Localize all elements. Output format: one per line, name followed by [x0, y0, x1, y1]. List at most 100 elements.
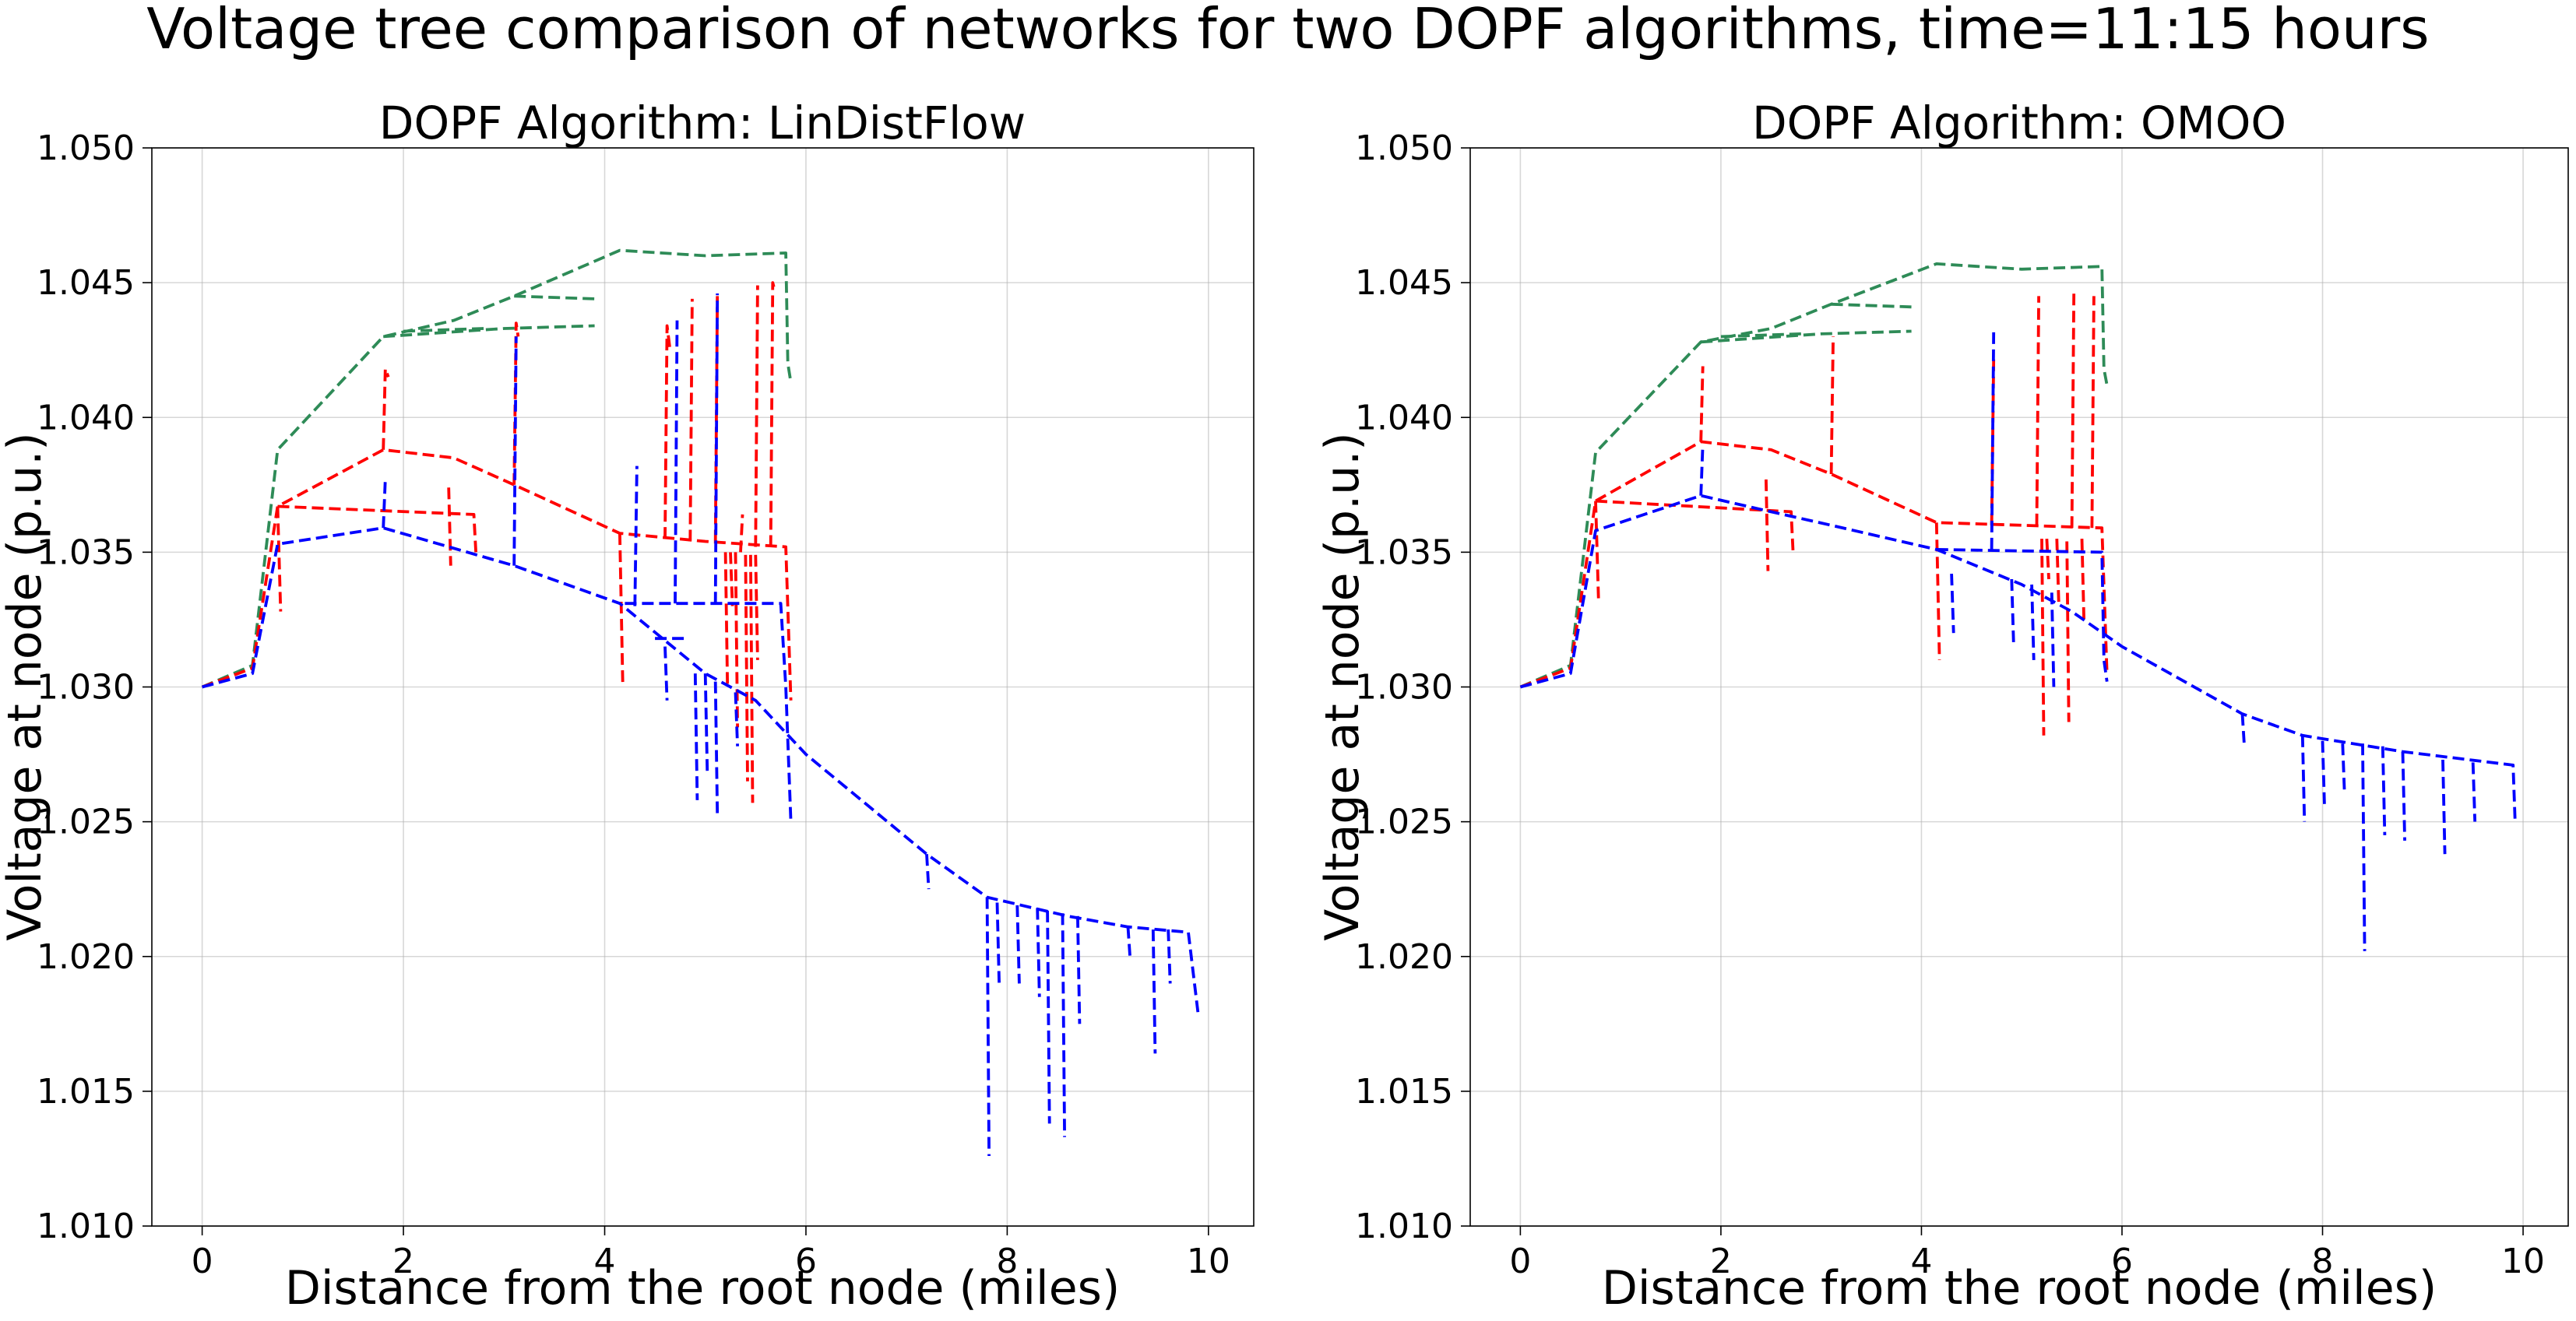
- y-tick-label: 1.040: [1355, 398, 1453, 437]
- grid-omoo: [1470, 147, 2568, 1227]
- y-axis-label-lindistflow: Voltage at node (p.u.): [0, 432, 52, 940]
- y-tick-label: 1.050: [1355, 128, 1453, 168]
- series-line-phase-b-omoo: [2080, 539, 2085, 620]
- series-line-phase-c-lindistflow: [1126, 926, 1131, 957]
- series-line-phase-c-omoo: [2381, 746, 2387, 835]
- series-line-phase-c-lindistflow: [713, 681, 720, 814]
- series-line-phase-b-lindistflow: [618, 533, 625, 687]
- series-line-phase-b-lindistflow: [276, 506, 283, 612]
- series-line-phase-b-lindistflow: [663, 324, 672, 539]
- series-line-phase-a-lindistflow: [383, 324, 595, 339]
- series-line-phase-c-omoo: [2361, 743, 2367, 951]
- y-tick-label: 1.030: [1355, 668, 1453, 708]
- series-line-phase-a-omoo: [1831, 302, 1912, 309]
- y-tick-label: 1.045: [1355, 263, 1453, 303]
- series-line-phase-b-omoo: [2090, 296, 2096, 529]
- x-axis-label-omoo: Distance from the root node (miles): [1602, 1261, 2437, 1316]
- series-line-phase-c-lindistflow: [1167, 929, 1172, 984]
- series-line-phase-b-omoo: [1594, 501, 1600, 601]
- x-tick-label: 8: [996, 1242, 1018, 1281]
- series-line-phase-b-omoo: [2070, 293, 2076, 529]
- series-line-phase-a-omoo: [1701, 329, 1912, 344]
- series-line-phase-b-lindistflow: [754, 554, 759, 660]
- series-line-phase-c-omoo: [1699, 444, 1705, 496]
- series-line-phase-c-lindistflow: [663, 646, 669, 701]
- series-line-phase-b-omoo: [1934, 522, 1941, 660]
- series-line-phase-b-lindistflow: [749, 554, 755, 803]
- series-line-phase-b-lindistflow: [688, 298, 694, 542]
- y-tick-label: 1.045: [37, 263, 135, 303]
- series-line-phase-b-omoo: [1765, 479, 1770, 571]
- series-line-phase-c-omoo: [2341, 743, 2346, 796]
- series-line-phase-c-omoo: [1519, 494, 2517, 822]
- series-line-phase-c-omoo: [2010, 578, 2015, 647]
- data-lines-omoo: [1519, 262, 2517, 951]
- series-line-phase-b-lindistflow: [769, 281, 776, 547]
- series-line-phase-c-omoo: [2240, 713, 2246, 747]
- ticks-omoo: 0 2 4 6 8 10 1.010 1.015 1.020 1.025 1.030 1.035 1.0…: [1355, 128, 2545, 1281]
- y-tick-label: 1.020: [37, 937, 135, 977]
- series-line-phase-b-omoo: [1595, 499, 1795, 553]
- figure-title: Voltage tree comparison of networks for …: [146, 0, 2429, 61]
- series-line-phase-c-omoo: [2030, 584, 2036, 660]
- series-line-phase-c-lindistflow: [985, 897, 991, 1157]
- series-line-phase-c-lindistflow: [1151, 929, 1157, 1054]
- series-line-phase-c-lindistflow: [703, 673, 709, 774]
- data-lines-lindistflow: [201, 248, 1200, 1157]
- series-line-phase-c-lindistflow: [674, 320, 679, 604]
- series-line-phase-c-omoo: [2300, 735, 2307, 822]
- series-line-phase-c-lindistflow: [1061, 913, 1066, 1137]
- y-tick-label: 1.020: [1355, 937, 1453, 977]
- series-line-phase-c-lindistflow: [693, 673, 699, 800]
- series-line-phase-c-lindistflow: [1046, 910, 1051, 1124]
- series-line-phase-b-lindistflow: [382, 367, 390, 450]
- series-line-phase-a-omoo: [1720, 332, 1801, 339]
- x-tick-label: 2: [1710, 1242, 1732, 1281]
- chart-panel-omoo: DOPF Algorithm: OMOO 0 2 4 6 8 10 1.010 1.015 1.…: [1315, 97, 2569, 1316]
- y-tick-label: 1.010: [1355, 1207, 1453, 1246]
- y-tick-label: 1.025: [37, 803, 135, 842]
- x-tick-label: 2: [392, 1242, 414, 1281]
- x-tick-label: 10: [2501, 1242, 2545, 1281]
- series-line-phase-c-lindistflow: [512, 336, 518, 566]
- series-line-phase-c-omoo: [1950, 574, 1955, 634]
- x-tick-label: 4: [594, 1242, 616, 1281]
- series-line-phase-b-omoo: [1829, 336, 1835, 475]
- grid-lindistflow: [152, 147, 1254, 1227]
- series-line-phase-c-lindistflow: [734, 692, 739, 747]
- x-tick-label: 4: [1910, 1242, 1932, 1281]
- series-line-phase-b-lindistflow: [739, 514, 744, 553]
- series-line-phase-b-omoo: [1519, 440, 2109, 689]
- y-tick-label: 1.015: [37, 1072, 135, 1112]
- series-line-phase-c-omoo: [2441, 759, 2447, 855]
- series-line-phase-b-lindistflow: [744, 554, 749, 782]
- series-line-phase-c-lindistflow: [382, 479, 387, 529]
- series-line-phase-b-lindistflow: [277, 504, 477, 553]
- series-line-phase-c-lindistflow: [1076, 915, 1082, 1024]
- series-line-phase-c-lindistflow: [1015, 905, 1021, 984]
- series-line-phase-c-omoo: [1936, 548, 2109, 682]
- y-tick-label: 1.030: [37, 668, 135, 708]
- chart-title-omoo: DOPF Algorithm: OMOO: [1752, 97, 2286, 149]
- series-line-phase-a-lindistflow: [403, 327, 484, 333]
- x-tick-label: 6: [2111, 1242, 2133, 1281]
- ticks-lindistflow: 0 2 4 6 8 10 1.010 1.015 1.020 1.025 1.030 1.035 1.0…: [37, 128, 1230, 1281]
- series-line-phase-b-omoo: [2055, 539, 2060, 606]
- x-axis-label-lindistflow: Distance from the root node (miles): [285, 1261, 1121, 1316]
- series-line-phase-c-lindistflow: [1036, 908, 1041, 997]
- chart-panel-lindistflow: DOPF Algorithm: LinDistFlow 0 2 4 6 8 10 1.010…: [0, 97, 1255, 1316]
- series-line-phase-b-lindistflow: [447, 487, 452, 566]
- x-tick-label: 10: [1187, 1242, 1230, 1281]
- series-line-phase-c-omoo: [2471, 762, 2477, 822]
- series-line-phase-c-lindistflow: [713, 293, 720, 604]
- y-tick-label: 1.015: [1355, 1072, 1453, 1112]
- series-line-phase-b-omoo: [1699, 366, 1705, 442]
- series-line-phase-a-lindistflow: [514, 294, 595, 300]
- y-tick-label: 1.035: [1355, 532, 1453, 572]
- series-line-phase-b-omoo: [2045, 539, 2050, 580]
- x-tick-label: 6: [795, 1242, 817, 1281]
- y-tick-label: 1.025: [1355, 803, 1453, 842]
- series-line-phase-b-omoo: [2040, 539, 2046, 736]
- series-line-phase-b-lindistflow: [512, 321, 520, 485]
